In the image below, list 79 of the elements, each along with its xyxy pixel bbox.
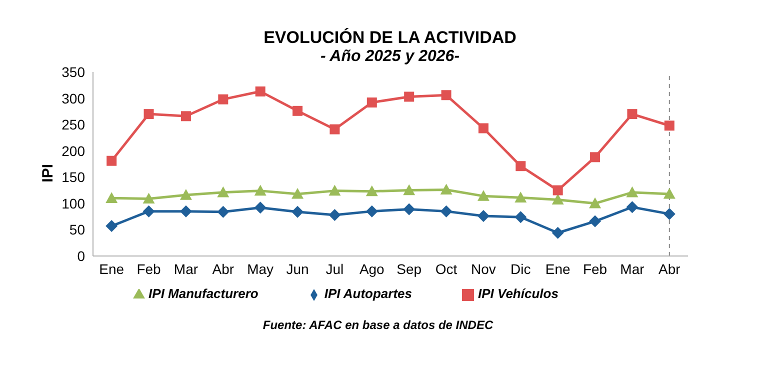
point	[663, 188, 676, 199]
point	[292, 106, 303, 116]
y-tick-label: 200	[62, 142, 86, 159]
point	[627, 109, 638, 120]
y-axis-title: IPI	[39, 164, 56, 182]
chart-title: EVOLUCIÓN DE LA ACTIVIDAD	[262, 28, 518, 48]
point	[552, 194, 564, 205]
x-tick-label: Abr	[658, 260, 681, 277]
point	[589, 215, 602, 228]
y-tick-label: 0	[77, 248, 86, 264]
point	[366, 205, 378, 218]
point	[106, 156, 117, 166]
point	[328, 208, 341, 221]
point	[626, 201, 638, 214]
x-tick-label: Ene	[545, 260, 571, 277]
point	[180, 189, 192, 200]
source-note: Fuente: AFAC en base a datos de INDEC	[262, 318, 494, 332]
point	[217, 206, 230, 218]
x-tick-label: Feb	[136, 260, 162, 277]
point	[664, 120, 674, 131]
point	[254, 184, 266, 196]
point	[589, 197, 602, 208]
legend-label: IPI Vehículos	[478, 286, 558, 301]
y-tick-label: 100	[62, 195, 86, 212]
x-tick-label: Ene	[99, 260, 124, 277]
point	[330, 124, 340, 134]
point	[106, 192, 118, 203]
point	[516, 161, 526, 172]
x-tick-label: Dic	[510, 260, 531, 277]
point	[477, 190, 490, 201]
point	[144, 109, 154, 120]
point	[142, 205, 155, 218]
point	[106, 220, 118, 232]
x-tick-label: Feb	[582, 260, 608, 277]
point	[328, 184, 341, 196]
point	[180, 111, 191, 122]
point	[514, 192, 527, 202]
x-tick-label: May	[247, 260, 274, 277]
x-tick-label: Sep	[396, 260, 422, 277]
point	[441, 90, 452, 100]
x-tick-label: Nov	[471, 260, 496, 277]
point	[477, 210, 490, 222]
point	[663, 208, 676, 220]
point	[590, 152, 600, 162]
chart-subtitle: - Año 2025 y 2026-	[320, 48, 460, 65]
x-tick-label: Mar	[620, 260, 645, 277]
y-tick-label: 50	[69, 222, 86, 238]
point	[404, 92, 414, 102]
point	[440, 184, 452, 195]
x-tick-label: Mar	[174, 260, 198, 277]
y-tick-label: 350	[62, 64, 86, 80]
x-tick-label: Oct	[435, 260, 458, 277]
point	[626, 186, 638, 198]
point	[552, 185, 563, 196]
point	[403, 184, 416, 196]
x-tick-label: Abr	[212, 260, 234, 277]
y-tick-label: 150	[62, 169, 86, 186]
point	[180, 205, 192, 218]
point	[218, 94, 228, 104]
legend-label: IPI Manufacturero	[148, 286, 258, 301]
x-tick-label: Jul	[326, 260, 344, 277]
y-tick-label: 250	[62, 116, 86, 133]
x-tick-label: Ago	[359, 260, 385, 277]
point	[366, 185, 378, 196]
point	[366, 97, 377, 108]
point	[403, 203, 416, 216]
point	[255, 86, 266, 96]
point	[142, 192, 155, 204]
x-tick-label: Jun	[286, 260, 309, 277]
point	[217, 186, 230, 198]
legend-label: IPI Autopartes	[324, 286, 412, 301]
point	[292, 188, 304, 199]
point	[292, 206, 304, 218]
point	[254, 202, 266, 214]
point	[478, 123, 488, 134]
point	[552, 226, 564, 239]
point	[514, 211, 527, 224]
y-tick-label: 300	[62, 90, 86, 106]
point	[440, 205, 452, 218]
